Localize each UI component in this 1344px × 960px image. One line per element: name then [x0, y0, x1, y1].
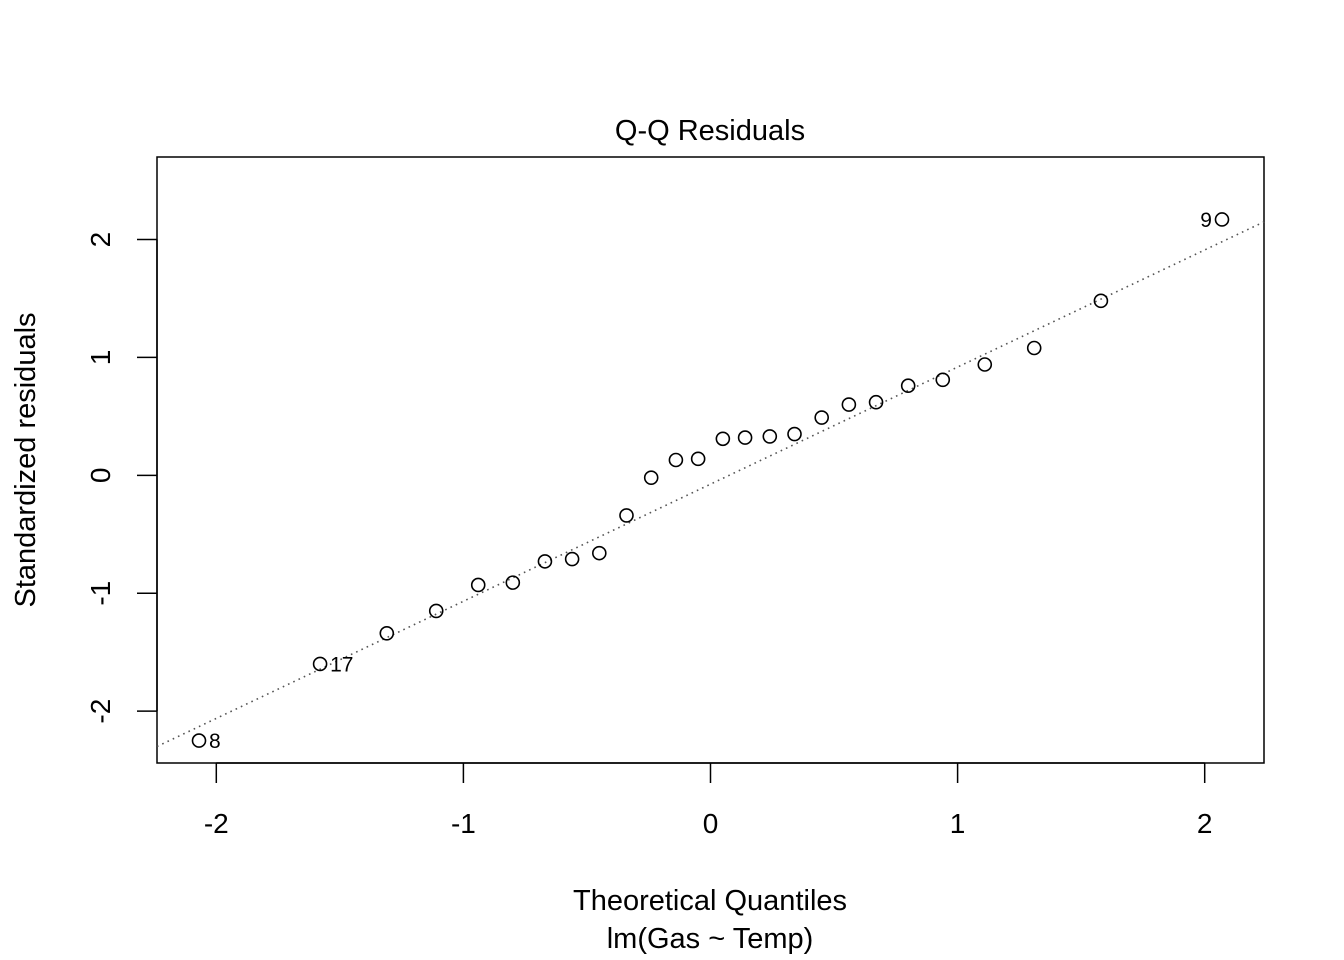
y-tick-label: 2 — [85, 232, 116, 248]
data-point — [470, 577, 486, 593]
chart-title: Q-Q Residuals — [615, 115, 805, 147]
data-point — [935, 372, 951, 388]
point-label: 17 — [330, 653, 353, 676]
data-point — [619, 508, 634, 523]
data-point — [814, 410, 829, 425]
reference-line — [156, 221, 1265, 748]
data-point — [564, 551, 580, 567]
data-point — [715, 431, 731, 447]
x-axis: -2 -1 0 1 2 — [204, 762, 1213, 839]
point-label: 8 — [209, 730, 221, 753]
chart-subtitle: lm(Gas ~ Temp) — [607, 923, 814, 955]
data-point — [668, 452, 684, 468]
y-tick-label: -1 — [85, 581, 116, 606]
y-tick-label: 1 — [85, 350, 116, 366]
plot-layer: 8 17 9 — [156, 209, 1265, 753]
point-label: 9 — [1200, 209, 1212, 232]
y-axis-label: Standardized residuals — [10, 312, 42, 607]
y-tick-label: 0 — [85, 468, 116, 484]
data-point — [737, 430, 753, 445]
x-axis-label: Theoretical Quantiles — [573, 885, 847, 917]
data-point — [379, 626, 395, 641]
data-point — [690, 451, 706, 467]
data-point — [312, 656, 328, 672]
y-axis: -2 -1 0 1 2 — [85, 232, 158, 724]
data-point — [977, 357, 993, 372]
data-point — [428, 603, 444, 619]
data-point — [505, 575, 521, 590]
data-point — [787, 426, 802, 442]
data-point — [537, 554, 553, 569]
data-point — [592, 545, 607, 561]
data-point — [841, 397, 857, 412]
data-point — [191, 733, 207, 748]
data-point — [643, 470, 659, 485]
data-point — [1026, 340, 1042, 356]
data-point — [1214, 212, 1230, 227]
data-point — [900, 378, 916, 394]
plot-frame — [156, 156, 1265, 764]
x-tick-label: -1 — [451, 808, 476, 839]
y-tick-label: -2 — [85, 699, 116, 724]
x-tick-label: 1 — [950, 808, 966, 839]
x-tick-label: 2 — [1197, 808, 1213, 839]
data-point — [868, 394, 884, 410]
x-tick-label: -2 — [204, 808, 229, 839]
x-tick-label: 0 — [703, 808, 719, 839]
data-point — [1093, 293, 1109, 309]
data-point — [762, 429, 778, 444]
